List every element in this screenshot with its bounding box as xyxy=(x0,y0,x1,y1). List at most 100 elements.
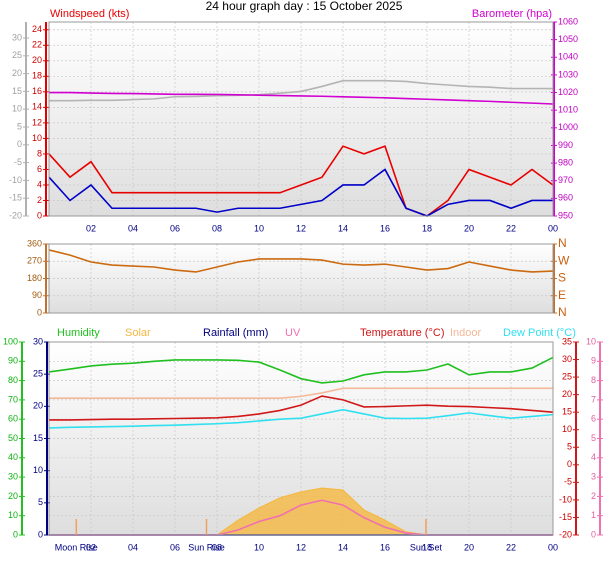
y-tick-label: 5 xyxy=(17,121,22,131)
y-tick-label: -20 xyxy=(9,210,22,220)
x-tick-label: 20 xyxy=(464,542,474,552)
y-tick-label: 0 xyxy=(591,529,596,539)
y-tick-label: 50 xyxy=(8,433,18,443)
y-tick-label: 5 xyxy=(591,433,596,443)
y-tick-label: 60 xyxy=(8,414,18,424)
y-tick-label: 2 xyxy=(591,491,596,501)
y-tick-label: 15 xyxy=(33,433,43,443)
x-tick-label: 12 xyxy=(296,223,306,233)
y-tick-label: 1050 xyxy=(558,34,578,44)
y-tick-label: W xyxy=(558,253,570,267)
y-tick-label: 8 xyxy=(591,375,596,385)
y-tick-label: -10 xyxy=(559,494,572,504)
line xyxy=(49,91,554,105)
plot-frame xyxy=(48,21,554,217)
y-tick-label: 15 xyxy=(12,86,22,96)
y-tick-label: 2 xyxy=(37,195,42,205)
annotation: Sun Set xyxy=(410,542,443,552)
y-tick-label: 1060 xyxy=(558,16,578,26)
y-tick-label: 15 xyxy=(562,407,572,417)
x-tick-label: 18 xyxy=(422,542,432,552)
y-tick-label: 0 xyxy=(38,529,43,539)
y-tick-label: 90 xyxy=(8,356,18,366)
y-tick-label: 22 xyxy=(32,40,42,50)
y-tick-label: 1 xyxy=(591,510,596,520)
y-tick-label: 24 xyxy=(32,24,42,34)
y-tick-label: 6 xyxy=(591,414,596,424)
y-tick-label: -10 xyxy=(9,175,22,185)
y-tick-label: 80 xyxy=(8,375,18,385)
y-tick-label: 990 xyxy=(558,140,573,150)
x-tick-label: 04 xyxy=(128,542,138,552)
x-tick-label: 14 xyxy=(338,542,348,552)
y-tick-label: 1010 xyxy=(558,105,578,115)
y-tick-label: -5 xyxy=(14,157,22,167)
y-tick-label: 25 xyxy=(33,369,43,379)
x-tick-label: 04 xyxy=(128,223,138,233)
y-tick-label: N xyxy=(558,305,567,319)
y-tick-label: N xyxy=(558,236,567,250)
x-tick-label: 02 xyxy=(86,542,96,552)
y-tick-label: 5 xyxy=(38,497,43,507)
y-tick-label: 35 xyxy=(562,336,572,346)
annotation: Moon Rise xyxy=(55,542,98,552)
y-tick-label: 20 xyxy=(562,389,572,399)
y-tick-label: 20 xyxy=(12,68,22,78)
y-tick-label: 0 xyxy=(37,307,42,317)
x-tick-label: 06 xyxy=(170,542,180,552)
plot-frame xyxy=(48,341,554,536)
y-tick-label: E xyxy=(558,288,566,302)
x-tick-label: 10 xyxy=(254,542,264,552)
y-tick-label: 1030 xyxy=(558,69,578,79)
line xyxy=(48,249,554,273)
x-tick-label: 20 xyxy=(464,223,474,233)
line xyxy=(49,387,553,399)
y-tick-label: 10 xyxy=(586,336,596,346)
y-tick-label: S xyxy=(558,271,566,285)
x-tick-label: 00 xyxy=(548,542,558,552)
y-tick-label: 960 xyxy=(558,193,573,203)
y-tick-label: 950 xyxy=(558,210,573,220)
y-tick-label: 70 xyxy=(8,394,18,404)
y-tick-label: 20 xyxy=(8,491,18,501)
y-tick-label: 25 xyxy=(12,50,22,60)
legend-label: Humidity xyxy=(57,327,100,339)
y-tick-label: 980 xyxy=(558,157,573,167)
legend-label: Indoor xyxy=(450,327,482,339)
y-tick-label: -15 xyxy=(9,193,22,203)
y-tick-label: 100 xyxy=(3,336,18,346)
annotation: Sun Rise xyxy=(188,542,225,552)
y-tick-label: 0 xyxy=(17,139,22,149)
y-tick-label: 10 xyxy=(562,424,572,434)
y-tick-label: 3 xyxy=(591,471,596,481)
y-tick-label: 9 xyxy=(591,356,596,366)
y-tick-label: 10 xyxy=(33,465,43,475)
plot-frame xyxy=(48,243,554,314)
y-tick-label: 5 xyxy=(567,442,572,452)
y-tick-label: 25 xyxy=(562,371,572,381)
y-tick-label: -15 xyxy=(559,512,572,522)
y-tick-label: 30 xyxy=(562,354,572,364)
y-tick-label: 360 xyxy=(27,238,42,248)
x-tick-label: 08 xyxy=(212,542,222,552)
x-tick-label: 06 xyxy=(170,223,180,233)
line xyxy=(48,356,554,384)
x-tick-label: 16 xyxy=(380,223,390,233)
y-tick-label: 0 xyxy=(37,210,42,220)
y-tick-label: -20 xyxy=(559,529,572,539)
y-tick-label: 30 xyxy=(33,336,43,346)
y-tick-label: 1020 xyxy=(558,87,578,97)
y-tick-label: 90 xyxy=(32,290,42,300)
legend-label: Solar xyxy=(125,327,151,339)
y-tick-label: 180 xyxy=(27,273,42,283)
legend-label: Temperature (°C) xyxy=(360,327,444,339)
x-tick-label: 08 xyxy=(212,223,222,233)
y-tick-label: 14 xyxy=(32,102,42,112)
y-tick-label: 30 xyxy=(8,471,18,481)
y-tick-label: 1040 xyxy=(558,52,578,62)
y-tick-label: 1000 xyxy=(558,122,578,132)
line xyxy=(48,168,553,217)
y-tick-label: 970 xyxy=(558,175,573,185)
y-tick-label: 30 xyxy=(12,32,22,42)
